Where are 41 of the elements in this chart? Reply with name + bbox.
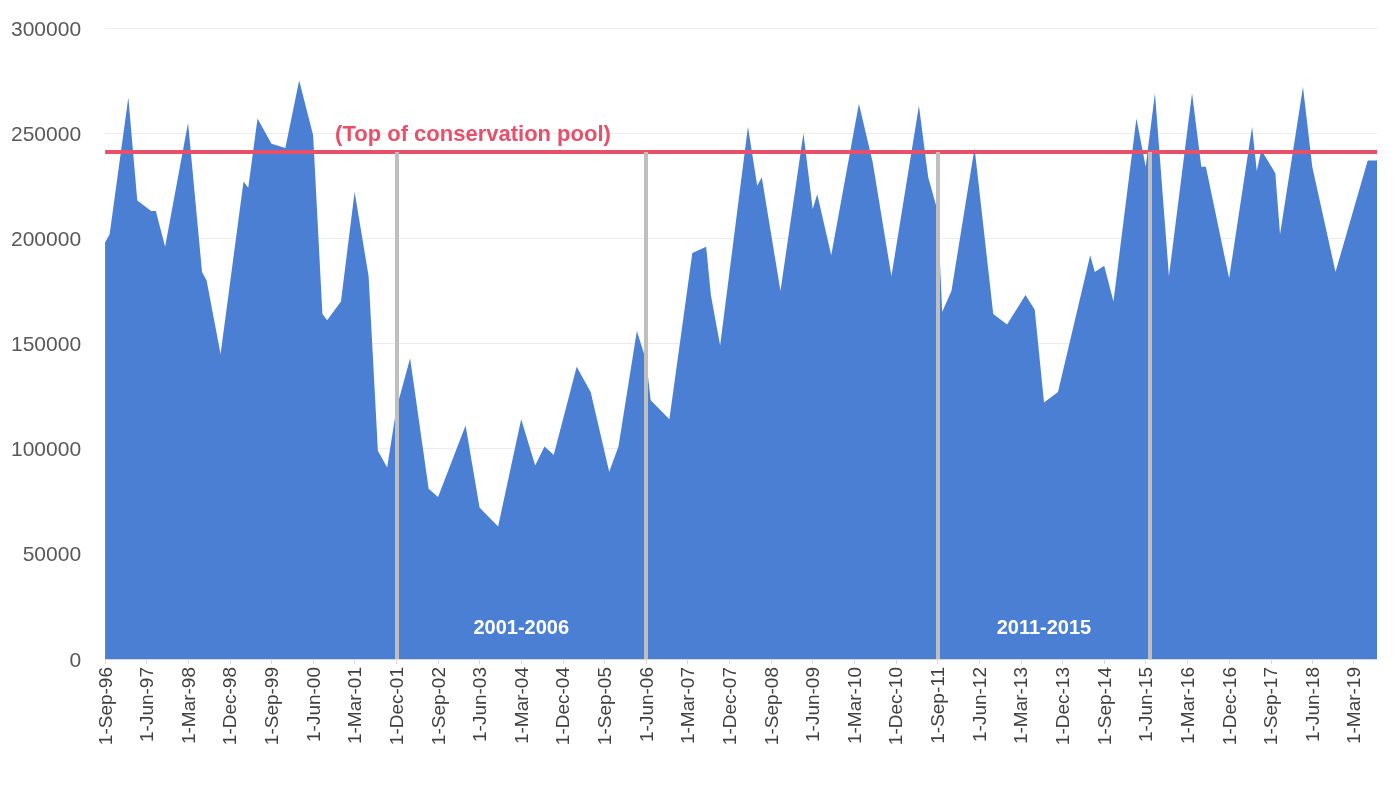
x-tick-label: 1-Sep-02	[427, 667, 449, 746]
x-tick-label: 1-Jun-09	[802, 667, 824, 742]
x-tick-label: 1-Sep-96	[94, 667, 116, 746]
x-tick-label: 1-Sep-14	[1093, 666, 1115, 746]
y-tick-label: 300000	[11, 16, 82, 40]
x-tick-label: 1-Dec-01	[385, 667, 407, 746]
y-tick-label: 0	[69, 647, 82, 671]
x-tick-label: 1-Mar-98	[177, 667, 199, 745]
x-tick-label: 1-Jun-03	[469, 667, 491, 742]
x-tick-label: 1-Dec-13	[1052, 667, 1074, 746]
y-tick-label: 50000	[22, 542, 82, 566]
x-tick-label: 1-Mar-10	[843, 667, 865, 745]
y-tick-label: 250000	[11, 121, 82, 145]
annotation: 2001-2006	[473, 616, 570, 639]
x-tick-label: 1-Sep-08	[760, 667, 782, 746]
y-tick-label: 150000	[11, 332, 82, 355]
x-tick-label: 1-Mar-19	[1343, 667, 1365, 745]
x-tick-label: 1-Dec-10	[885, 667, 907, 746]
x-tick-label: 1-Dec-07	[718, 667, 740, 746]
x-tick-label: 1-Sep-11	[927, 667, 949, 744]
ref-line-label: (Top of conservation pool)	[335, 120, 611, 146]
x-tick-label: 1-Sep-05	[594, 667, 616, 746]
x-tick-label: 1-Dec-98	[219, 667, 241, 746]
annotation: 2011-2015	[996, 616, 1092, 639]
x-tick-label: 1-Dec-16	[1218, 667, 1240, 746]
x-tick-label: 1-Mar-16	[1176, 667, 1198, 745]
x-tick-label: 1-Jun-97	[136, 667, 158, 742]
y-tick-label: 100000	[11, 437, 82, 461]
x-tick-label: 1-Jun-15	[1135, 667, 1157, 742]
x-tick-label: 1-Jun-06	[635, 667, 657, 742]
x-tick-label: 1-Jun-00	[302, 667, 324, 742]
x-tick-label: 1-Jun-18	[1301, 667, 1323, 742]
x-tick-label: 1-Mar-04	[510, 666, 532, 745]
x-tick-label: 1-Dec-04	[552, 666, 574, 746]
x-tick-label: 1-Mar-01	[344, 667, 366, 745]
x-tick-label: 1-Sep-17	[1260, 667, 1282, 746]
x-tick-label: 1-Mar-07	[677, 667, 699, 745]
y-tick-label: 200000	[11, 226, 82, 250]
x-tick-label: 1-Mar-13	[1010, 667, 1032, 745]
x-tick-label: 1-Jun-12	[968, 667, 990, 742]
x-tick-label: 1-Sep-99	[260, 667, 282, 746]
